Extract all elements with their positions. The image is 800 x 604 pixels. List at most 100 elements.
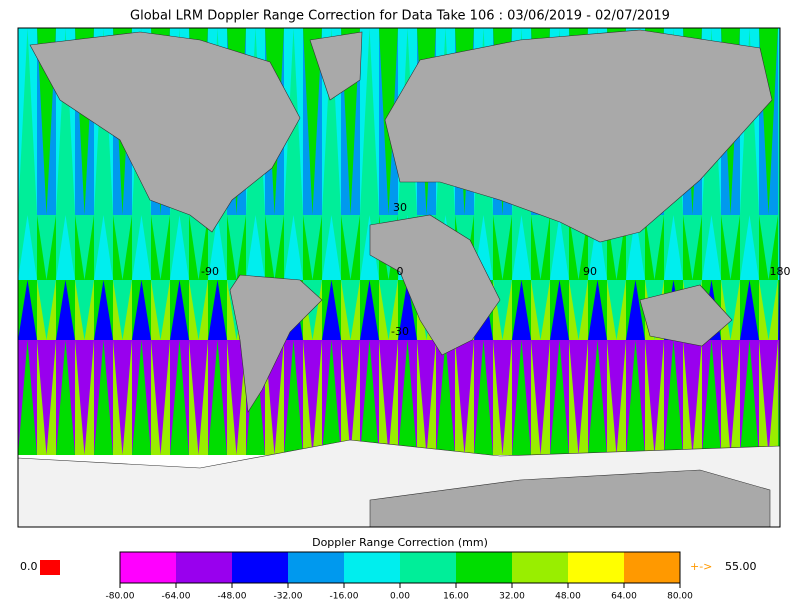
swath (531, 215, 550, 280)
swath (645, 340, 664, 455)
swath (360, 28, 379, 215)
lon-label: 90 (583, 265, 597, 278)
swath (607, 340, 626, 455)
swath (550, 280, 569, 340)
greenland (309, 31, 363, 101)
title: Global LRM Doppler Range Correction for … (130, 9, 670, 24)
swath (303, 28, 322, 215)
swath (56, 280, 75, 340)
swath (151, 280, 170, 340)
eurasia (384, 29, 773, 243)
swath (360, 280, 379, 340)
swath (75, 280, 94, 340)
swath (341, 215, 360, 280)
swath (531, 340, 550, 455)
colorbar-tick-label: 16.00 (443, 592, 469, 601)
swath (113, 215, 132, 280)
swath (626, 280, 645, 340)
swath (284, 215, 303, 280)
swath (322, 280, 341, 340)
swath (246, 215, 265, 280)
swath (18, 340, 37, 455)
swath (94, 280, 113, 340)
swath (455, 340, 474, 455)
swath (132, 280, 151, 340)
swath (303, 215, 322, 280)
colorbar-tick-label: 0.00 (390, 592, 410, 601)
colorbar-bin (176, 552, 232, 583)
swath (75, 340, 94, 455)
colorbar-bin (400, 552, 456, 583)
colorbar-tick-label: -32.00 (273, 592, 302, 601)
swath (702, 215, 721, 280)
swath (208, 280, 227, 340)
swath (512, 215, 531, 280)
swath (512, 340, 531, 455)
colorbar-bin (456, 552, 512, 583)
colorbar-label: Doppler Range Correction (mm) (312, 536, 488, 549)
swath (417, 340, 436, 455)
swath (626, 340, 645, 455)
swath (322, 215, 341, 280)
colorbar-tick-label: 80.00 (667, 592, 693, 601)
swath (645, 215, 664, 280)
swath (493, 215, 512, 280)
swath (132, 215, 151, 280)
swath (170, 215, 189, 280)
lon-label: 180 (770, 265, 791, 278)
swath (132, 340, 151, 455)
land (17, 29, 781, 528)
swath (683, 215, 702, 280)
swath (170, 280, 189, 340)
swath (56, 215, 75, 280)
swath (18, 280, 37, 340)
colorbar-tick-label: 32.00 (499, 592, 525, 601)
colorbar-bin (624, 552, 680, 583)
swath (360, 215, 379, 280)
swath (721, 215, 740, 280)
colorbar-tick-label: 64.00 (611, 592, 637, 601)
swath (740, 280, 759, 340)
lat-label: -30 (391, 325, 409, 338)
swath (208, 215, 227, 280)
swath (702, 340, 721, 455)
swath (588, 215, 607, 280)
swath (588, 280, 607, 340)
swath (56, 340, 75, 455)
swath (398, 340, 417, 455)
swath (37, 215, 56, 280)
swath (550, 215, 569, 280)
swath (607, 280, 626, 340)
swath (227, 215, 246, 280)
swath (94, 340, 113, 455)
swath (113, 280, 132, 340)
swath (626, 215, 645, 280)
swath (379, 280, 398, 340)
swath (265, 215, 284, 280)
swath (322, 340, 341, 455)
swath (664, 215, 683, 280)
colorbar-bin (568, 552, 624, 583)
swath (189, 340, 208, 455)
swath (759, 215, 778, 280)
swath (37, 340, 56, 455)
swath (18, 215, 37, 280)
colorbar-tick-label: -16.00 (329, 592, 358, 601)
swath (113, 340, 132, 455)
swath (284, 340, 303, 455)
swath (740, 340, 759, 455)
swath (683, 340, 702, 455)
australia (639, 284, 733, 347)
colorbar-bin (288, 552, 344, 583)
swath (303, 340, 322, 455)
swath (436, 340, 455, 455)
lon-label: -90 (201, 265, 219, 278)
swath (569, 280, 588, 340)
overflow-arrow: +-> (690, 560, 712, 573)
swath (170, 340, 189, 455)
swath (721, 340, 740, 455)
swath (151, 340, 170, 455)
colorbar-tick-label: 48.00 (555, 592, 581, 601)
swath (588, 340, 607, 455)
swath (341, 280, 360, 340)
